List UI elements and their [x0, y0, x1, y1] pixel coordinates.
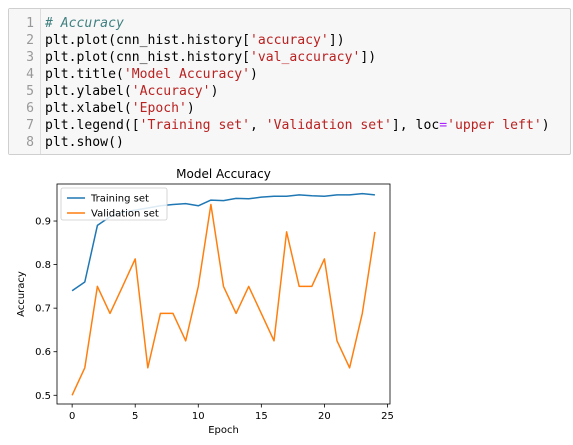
line-number: 5 [26, 84, 34, 99]
code-token: plt.xlabel( [45, 101, 132, 116]
x-tick-label: 5 [132, 411, 138, 422]
x-axis-label: Epoch [208, 425, 239, 436]
line-number: 4 [26, 67, 34, 82]
x-tick-label: 20 [318, 411, 331, 422]
code-token: 'val_accuracy' [249, 50, 361, 65]
code-token: ]) [360, 50, 377, 65]
y-tick-label: 0.7 [35, 304, 51, 315]
x-tick-label: 15 [255, 411, 268, 422]
code-token: 'Model Accuracy' [123, 67, 250, 82]
code-line[interactable]: 7 plt.legend(['Training set', 'Validation… [9, 117, 570, 134]
y-tick-label: 0.8 [35, 260, 51, 271]
legend-box [60, 187, 168, 221]
code-token: ) [541, 118, 550, 133]
axes-frame [56, 183, 391, 405]
code-token: 'Epoch' [131, 101, 187, 116]
code-line[interactable]: 5 plt.ylabel('Accuracy') [9, 83, 570, 100]
code-text[interactable]: plt.plot(cnn_hist.history['accuracy']) [45, 32, 345, 49]
accuracy-chart: 0 5 10 15 20 25 0.5 0.6 0.7 0.8 0.9 Model Accuracy E… [16, 167, 394, 436]
code-line[interactable]: 3 plt.plot(cnn_hist.history['val_accuracy… [9, 49, 570, 66]
y-tick-label: 0.6 [35, 347, 51, 358]
chart-title: Model Accuracy [176, 167, 271, 181]
code-text[interactable]: plt.show() [45, 134, 124, 151]
code-token: 'upper left' [447, 118, 542, 133]
code-cell[interactable]: 1 # Accuracy 2 plt.plot(cnn_hist.history['a… [8, 8, 571, 155]
code-token: # Accuracy [45, 16, 124, 31]
code-line[interactable]: 2 plt.plot(cnn_hist.history['accuracy']) [9, 32, 570, 49]
x-tick-label: 10 [192, 411, 205, 422]
code-token: plt.plot(cnn_hist.history[ [45, 33, 250, 48]
code-token: 'Accuracy' [131, 84, 211, 99]
code-token: plt.title( [45, 67, 124, 82]
code-token: , [249, 118, 266, 133]
line-number-gutter [9, 9, 41, 154]
code-line[interactable]: 8 plt.show() [9, 134, 570, 151]
code-token: 'Validation set' [265, 118, 392, 133]
y-tick-label: 0.5 [35, 391, 51, 402]
x-tick-label: 0 [69, 411, 75, 422]
code-token: 'Training set' [139, 118, 250, 133]
line-number: 3 [26, 50, 34, 65]
code-token: = [439, 118, 448, 133]
line-number: 2 [26, 33, 34, 48]
legend-label: Validation set [91, 209, 159, 220]
code-text[interactable]: plt.xlabel('Epoch') [45, 100, 195, 117]
code-token: plt.ylabel( [45, 84, 132, 99]
code-token: ) [249, 67, 258, 82]
code-token: plt.show() [45, 135, 124, 150]
line-number: 1 [26, 16, 34, 31]
y-tick-label: 0.9 [35, 217, 51, 228]
code-line[interactable]: 1 # Accuracy [9, 15, 570, 32]
series-line-validation [71, 203, 376, 396]
code-text[interactable]: plt.plot(cnn_hist.history['val_accuracy'… [45, 49, 376, 66]
line-number: 6 [26, 101, 34, 116]
code-line[interactable]: 4 plt.title('Model Accuracy') [9, 66, 570, 83]
code-text[interactable]: # Accuracy [45, 15, 124, 32]
code-text[interactable]: plt.title('Model Accuracy') [45, 66, 258, 83]
code-token: ]) [328, 33, 345, 48]
code-token: plt.plot(cnn_hist.history[ [45, 50, 250, 65]
code-token: ], loc [391, 118, 440, 133]
line-number: 8 [26, 135, 34, 150]
plot-area [57, 184, 390, 404]
code-token: plt.legend([ [45, 118, 140, 133]
legend-label: Training set [90, 194, 149, 205]
x-tick-label: 25 [381, 411, 394, 422]
output-chart: 0 5 10 15 20 25 0.5 0.6 0.7 0.8 0.9 Model Accuracy E… [0, 160, 400, 441]
code-text[interactable]: plt.ylabel('Accuracy') [45, 83, 218, 100]
code-token: ) [210, 84, 219, 99]
code-token: ) [186, 101, 195, 116]
line-number: 7 [26, 118, 34, 133]
code-text[interactable]: plt.legend(['Training set', 'Validation … [45, 117, 550, 134]
code-line[interactable]: 6 plt.xlabel('Epoch') [9, 100, 570, 117]
code-token: 'accuracy' [249, 33, 329, 48]
y-axis-label: Accuracy [16, 271, 27, 317]
